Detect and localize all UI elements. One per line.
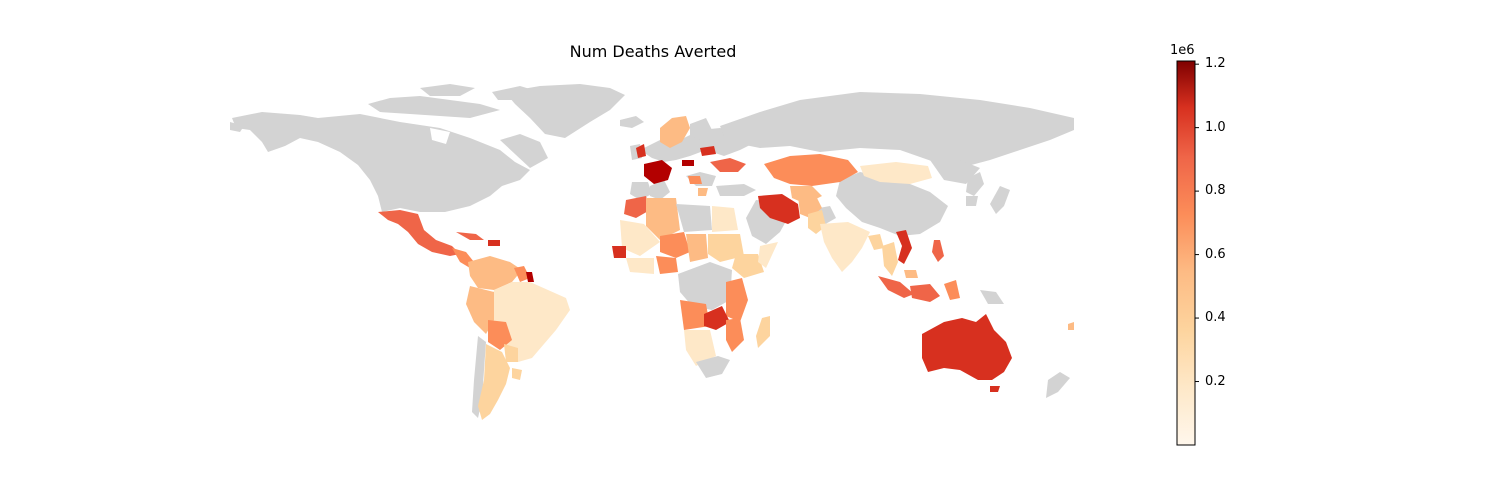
region-west-coast — [626, 258, 654, 274]
region-egypt — [712, 206, 738, 232]
region-pacific-islands — [1068, 322, 1074, 330]
japan — [966, 172, 984, 196]
colorbar-exponent-label: 1e6 — [1170, 43, 1195, 58]
region-chile — [472, 336, 486, 418]
colorbar-tick-label: 0.6 — [1205, 246, 1226, 262]
region-greece — [698, 188, 708, 196]
colorbar-tick-label: 1.0 — [1205, 119, 1226, 135]
region-chad — [686, 234, 708, 262]
region-png — [980, 290, 1004, 304]
region-mozambique — [726, 318, 744, 352]
region-philippines — [932, 240, 944, 262]
region-poland — [700, 146, 716, 156]
region-zambia — [704, 306, 730, 330]
region-argentina — [478, 344, 510, 420]
region-mali — [620, 220, 660, 256]
region-czechia — [682, 160, 694, 166]
region-india — [820, 222, 870, 272]
region-bolivia — [488, 320, 512, 350]
region-kenya-tanzania — [726, 278, 748, 322]
region-kazakhstan — [764, 154, 858, 186]
region-ukraine — [710, 158, 746, 172]
region-mongolia — [860, 162, 932, 184]
region-somalia — [758, 242, 778, 268]
region-guyana — [514, 266, 530, 282]
map-title: Num Deaths Averted — [569, 42, 737, 61]
region-senegal — [612, 246, 626, 258]
region-ethiopia — [732, 254, 764, 278]
region-cuba — [456, 232, 484, 240]
region-myanmar-thailand — [882, 242, 898, 276]
region-niger — [660, 232, 690, 258]
region-french-guiana — [526, 272, 534, 282]
iceland — [620, 116, 644, 128]
greenland — [505, 84, 625, 138]
region-morocco — [624, 196, 650, 218]
region-sulawesi — [944, 280, 960, 300]
region-balkans — [688, 176, 702, 184]
region-indonesia-east — [910, 284, 940, 302]
region-south-africa — [696, 356, 730, 378]
region-bangladesh — [868, 234, 884, 250]
region-hispaniola — [488, 240, 500, 246]
region-peru — [466, 286, 494, 334]
russia-asia-grey — [720, 92, 1074, 244]
region-turkey — [716, 184, 756, 196]
region-australia — [922, 314, 1012, 380]
region-uruguay — [512, 368, 522, 380]
region-vietnam — [896, 230, 912, 264]
region-libya — [676, 204, 712, 232]
region-malaysia — [904, 270, 918, 278]
region-algeria — [646, 198, 680, 240]
region-mexico — [378, 210, 460, 256]
region-indonesia — [878, 276, 914, 298]
colorbar — [1176, 60, 1196, 446]
colorbar-tick-label: 1.2 — [1205, 56, 1226, 72]
new-zealand — [1046, 372, 1070, 398]
colorbar-tick-label: 0.4 — [1205, 310, 1226, 326]
north-america — [230, 84, 548, 212]
region-nigeria — [656, 256, 678, 274]
region-paraguay — [504, 344, 518, 362]
region-tasmania — [990, 386, 1000, 392]
region-brazil — [490, 282, 570, 362]
colorbar-tick-label: 0.8 — [1205, 183, 1226, 199]
colorbar-tick-label: 0.2 — [1205, 373, 1226, 389]
region-uk — [636, 144, 646, 158]
region-madagascar — [756, 316, 770, 348]
region-colombia-venezuela — [468, 256, 522, 290]
region-france — [644, 160, 672, 184]
region-finland — [690, 118, 712, 140]
region-central-africa-grey — [678, 262, 732, 310]
region-angola — [680, 300, 710, 330]
region-namibia-botswana — [684, 330, 716, 366]
region-sudan — [708, 234, 744, 262]
region-scandinavia — [660, 116, 690, 148]
region-iran — [758, 194, 800, 224]
